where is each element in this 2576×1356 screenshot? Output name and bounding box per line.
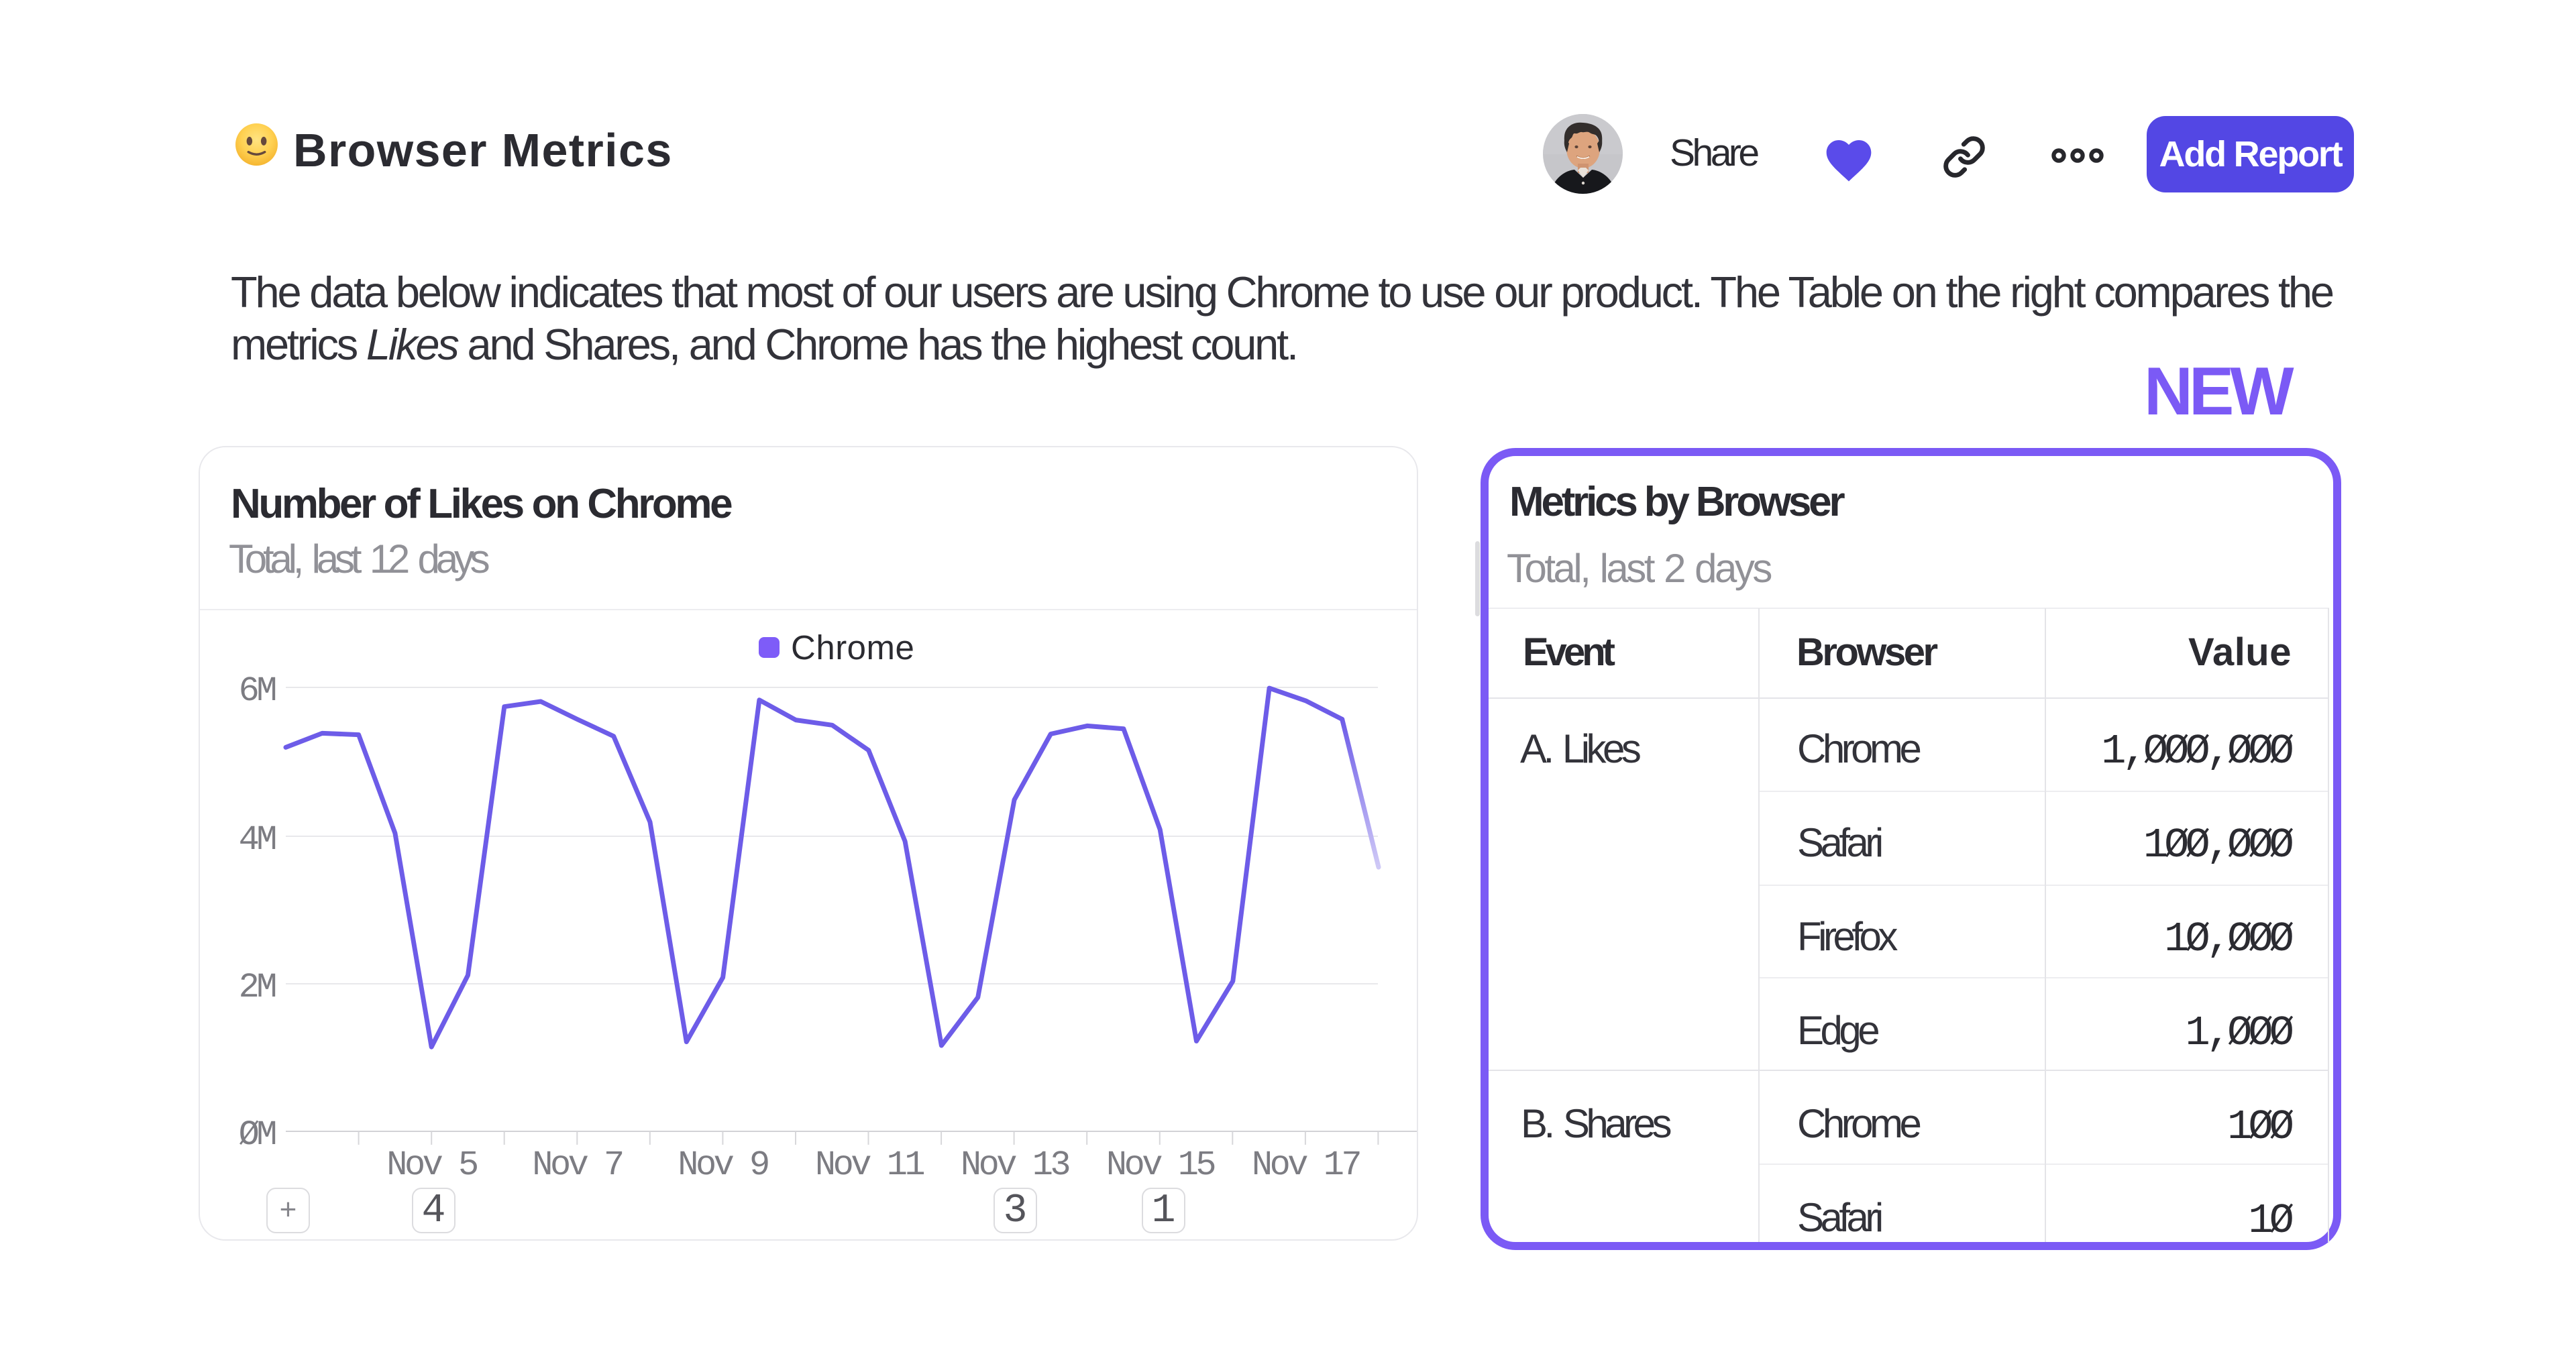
svg-text:Nov 13: Nov 13 xyxy=(961,1145,1069,1185)
svg-text:Nov 11: Nov 11 xyxy=(815,1145,924,1185)
svg-text:Nov 17: Nov 17 xyxy=(1252,1145,1360,1185)
svg-text:Nov 7: Nov 7 xyxy=(532,1145,623,1185)
svg-text:Chrome: Chrome xyxy=(791,628,914,667)
svg-text:Nov 15: Nov 15 xyxy=(1106,1145,1215,1185)
svg-text:Nov 9: Nov 9 xyxy=(678,1145,768,1185)
svg-text:2M: 2M xyxy=(239,968,276,1007)
svg-text:ØM: ØM xyxy=(239,1115,276,1155)
svg-text:6M: 6M xyxy=(239,671,276,711)
svg-text:4M: 4M xyxy=(239,820,276,860)
svg-text:Nov 5: Nov 5 xyxy=(386,1145,477,1185)
